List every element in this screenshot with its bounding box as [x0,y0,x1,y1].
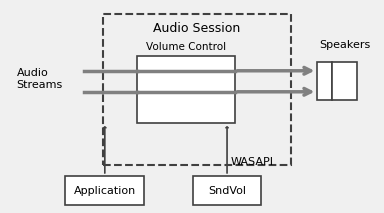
Text: Volume Control: Volume Control [146,42,226,52]
Text: Audio
Streams: Audio Streams [17,68,63,90]
Text: Application: Application [74,186,136,196]
Text: Speakers: Speakers [319,40,371,50]
FancyBboxPatch shape [137,56,235,123]
Polygon shape [333,62,357,100]
Text: SndVol: SndVol [208,186,246,196]
Text: Audio Session: Audio Session [153,22,241,35]
FancyBboxPatch shape [193,176,261,205]
Text: WASAPI: WASAPI [231,157,274,167]
FancyBboxPatch shape [65,176,144,205]
FancyBboxPatch shape [317,62,333,100]
